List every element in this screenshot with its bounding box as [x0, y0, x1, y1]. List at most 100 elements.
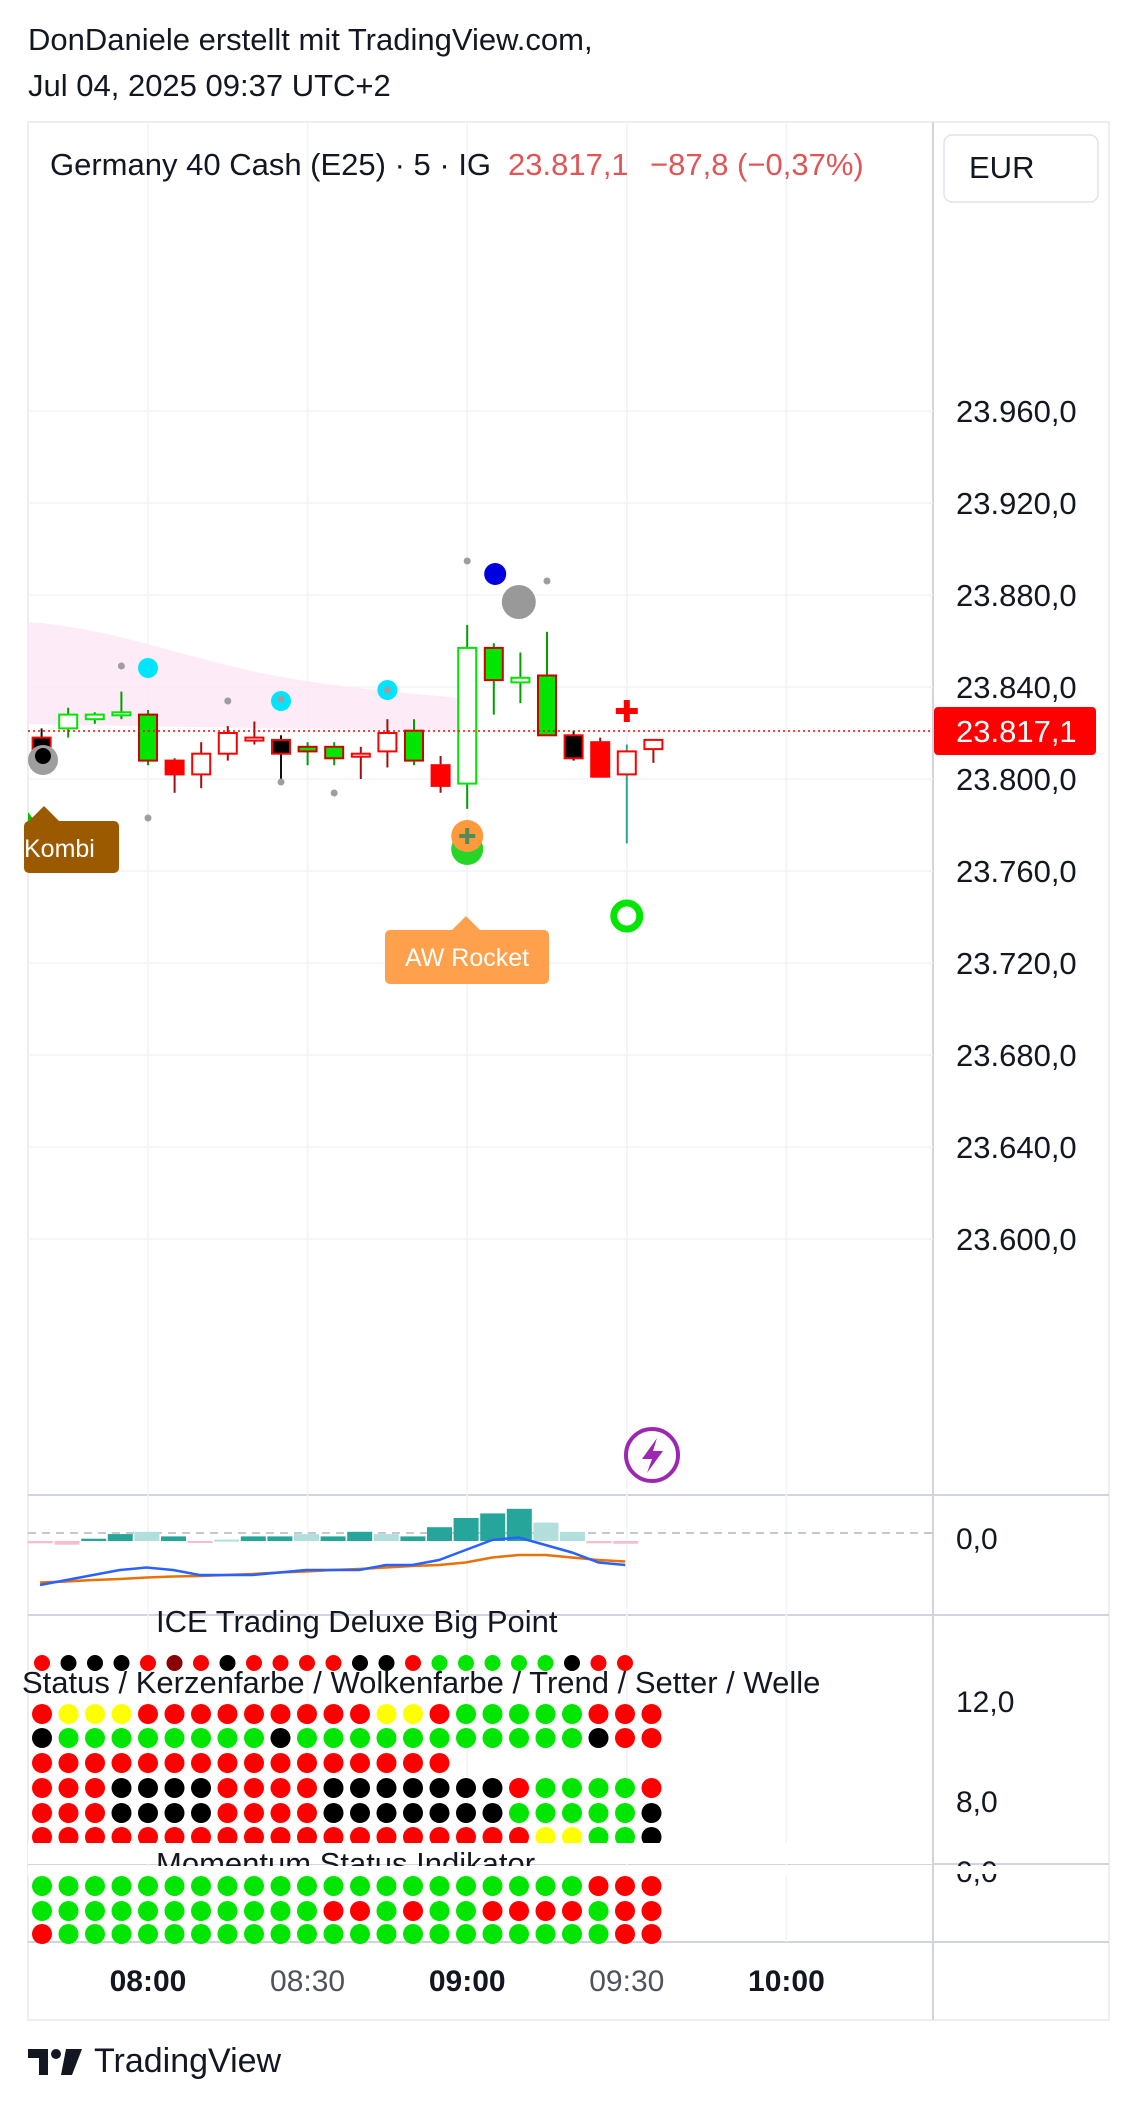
momentum-dot [641, 1924, 662, 1944]
symbol-name[interactable]: Germany 40 Cash (E25) · 5 · IG [50, 147, 491, 182]
status-dot [217, 1728, 238, 1748]
price-tick-label: 23.760,0 [956, 854, 1077, 889]
macd-histogram-bar [107, 1534, 133, 1541]
status-dot [270, 1753, 291, 1773]
status-dot [484, 1655, 501, 1671]
macd-histogram-bar [28, 1541, 53, 1544]
symbol-price: 23.817,1 [508, 147, 629, 182]
candle-body [191, 752, 212, 776]
macd-histogram-bar [320, 1536, 346, 1541]
red-cross-marker [615, 700, 638, 722]
momentum-dot [85, 1901, 105, 1921]
status-dot [191, 1704, 211, 1724]
mom-axis-clip-2 [934, 1866, 1108, 1874]
status-dot [562, 1778, 582, 1798]
status-dot [85, 1753, 105, 1773]
cyan-signal-dot [138, 658, 158, 678]
status-dot [429, 1728, 450, 1748]
small-grey-dot [383, 686, 391, 694]
time-axis[interactable]: 08:00 08:30 09:00 09:30 10:00 [110, 1965, 825, 1998]
status-dot [641, 1803, 662, 1823]
momentum-dot [244, 1901, 264, 1921]
currency-button[interactable] [943, 134, 1099, 203]
status-dot [323, 1803, 344, 1823]
status-dot [138, 1827, 158, 1847]
momentum-clip-mask [28, 1843, 932, 1864]
macd-histogram-bar [187, 1541, 213, 1543]
candle-body [84, 713, 105, 721]
momentum-dot [138, 1901, 158, 1921]
price-tick-label: 23.640,0 [956, 1130, 1077, 1165]
lightning-icon[interactable] [624, 1427, 680, 1483]
candle-body [297, 745, 318, 753]
aw-rocket-label-pointer [450, 916, 482, 932]
status-dot [323, 1827, 344, 1847]
status-dot [58, 1704, 79, 1724]
aw-rocket-label [385, 930, 549, 984]
blue-signal-dot [484, 563, 507, 585]
status-dot [244, 1827, 264, 1847]
status-dot [32, 1728, 52, 1748]
momentum-dot [164, 1901, 185, 1921]
status-dot [350, 1778, 370, 1798]
status-dot [376, 1704, 397, 1724]
status-dot [164, 1827, 185, 1847]
candle-body [616, 750, 637, 776]
macd-histogram-bar [373, 1534, 399, 1541]
status-dot [456, 1728, 476, 1748]
macd-histogram-bar [267, 1536, 293, 1541]
macd-histogram-bar [54, 1541, 80, 1545]
momentum-dot [32, 1924, 52, 1944]
status-dot [191, 1778, 211, 1798]
status-dot [482, 1803, 503, 1823]
status-dot [350, 1728, 370, 1748]
status-dot [429, 1827, 450, 1847]
status-dot [58, 1778, 79, 1798]
cloud-shape [28, 622, 470, 731]
price-tick-label: 23.880,0 [956, 578, 1077, 613]
status-dot [376, 1753, 397, 1773]
momentum-dot [403, 1876, 423, 1896]
status-dot [641, 1778, 662, 1798]
mom-axis-clip [934, 1842, 1108, 1863]
status-dot [111, 1827, 132, 1847]
momentum-dot [297, 1924, 317, 1944]
status-dot [641, 1704, 662, 1724]
status-dot [615, 1827, 635, 1847]
status-dot [297, 1704, 317, 1724]
momentum-dot [191, 1876, 211, 1896]
momentum-dot [270, 1901, 291, 1921]
status-dot [403, 1753, 423, 1773]
status-dot [562, 1803, 582, 1823]
candle-body [217, 732, 238, 755]
last-price-tag [934, 707, 1096, 755]
status-dot [164, 1728, 185, 1748]
momentum-title-mask [28, 1866, 932, 1876]
status-dot [166, 1655, 183, 1671]
momentum-dot [350, 1876, 370, 1896]
status-dot [111, 1778, 132, 1798]
status-dot [562, 1827, 582, 1847]
status-dot [297, 1753, 317, 1773]
candle-body [324, 745, 345, 760]
status-dot [138, 1753, 158, 1773]
status-dot [429, 1704, 450, 1724]
status-dot [562, 1704, 582, 1724]
status-dot [111, 1728, 132, 1748]
status-dot [270, 1803, 291, 1823]
momentum-dot [244, 1924, 264, 1944]
momentum-dot [615, 1876, 635, 1896]
tradingview-logo[interactable]: TradingView [28, 2042, 281, 2081]
status-dot [456, 1704, 476, 1724]
status-dot [244, 1704, 264, 1724]
status-dot [85, 1704, 105, 1724]
momentum-dot [297, 1876, 317, 1896]
status-dot [588, 1827, 609, 1847]
price-axis[interactable]: 23.960,0 23.920,0 23.880,0 23.840,0 23.800,0… [956, 394, 1077, 1257]
status-dot [191, 1728, 211, 1748]
status-dot [270, 1778, 291, 1798]
momentum-dot [217, 1901, 238, 1921]
status-dot [85, 1778, 105, 1798]
status-dot [376, 1728, 397, 1748]
